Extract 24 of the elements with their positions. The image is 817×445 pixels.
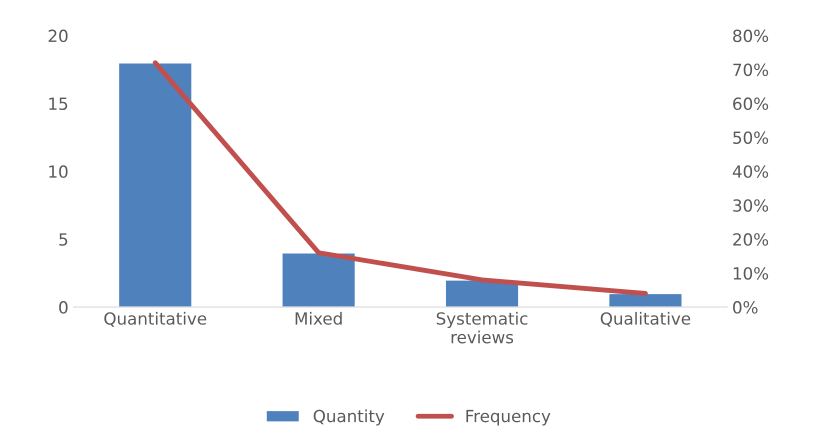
bar (118, 62, 193, 308)
x-tick-label: Mixed (296, 312, 342, 325)
y-tick-label: 15 (49, 98, 68, 110)
y2-tick-label: 20% (733, 233, 768, 246)
legend-label: Frequency (466, 410, 550, 426)
y2-tick-label: 80% (733, 30, 768, 42)
x-tick-label: Quantitative (104, 312, 206, 327)
y2-tick-label: 10% (734, 267, 768, 280)
y-tick-label: 5 (59, 233, 68, 246)
y2-tick-label: 30% (733, 199, 768, 212)
y2-tick-label: 40% (732, 165, 768, 178)
y2-tick-label: 70% (733, 63, 768, 76)
x-tick-label: Qualitative (600, 312, 690, 327)
y-tick-label: 20 (48, 30, 68, 42)
bar (281, 252, 356, 308)
line-series (152, 60, 648, 296)
y2-tick-label: 0% (733, 301, 758, 314)
y2-tick-label: 50% (733, 131, 768, 144)
y-tick-label: 0 (59, 301, 68, 314)
legend-label: Quantity (314, 409, 384, 426)
bar (608, 292, 683, 308)
y2-tick-label: 60% (733, 97, 768, 110)
x-tick-label: Systematic reviews (436, 312, 528, 344)
y-tick-label: 10 (49, 165, 68, 178)
